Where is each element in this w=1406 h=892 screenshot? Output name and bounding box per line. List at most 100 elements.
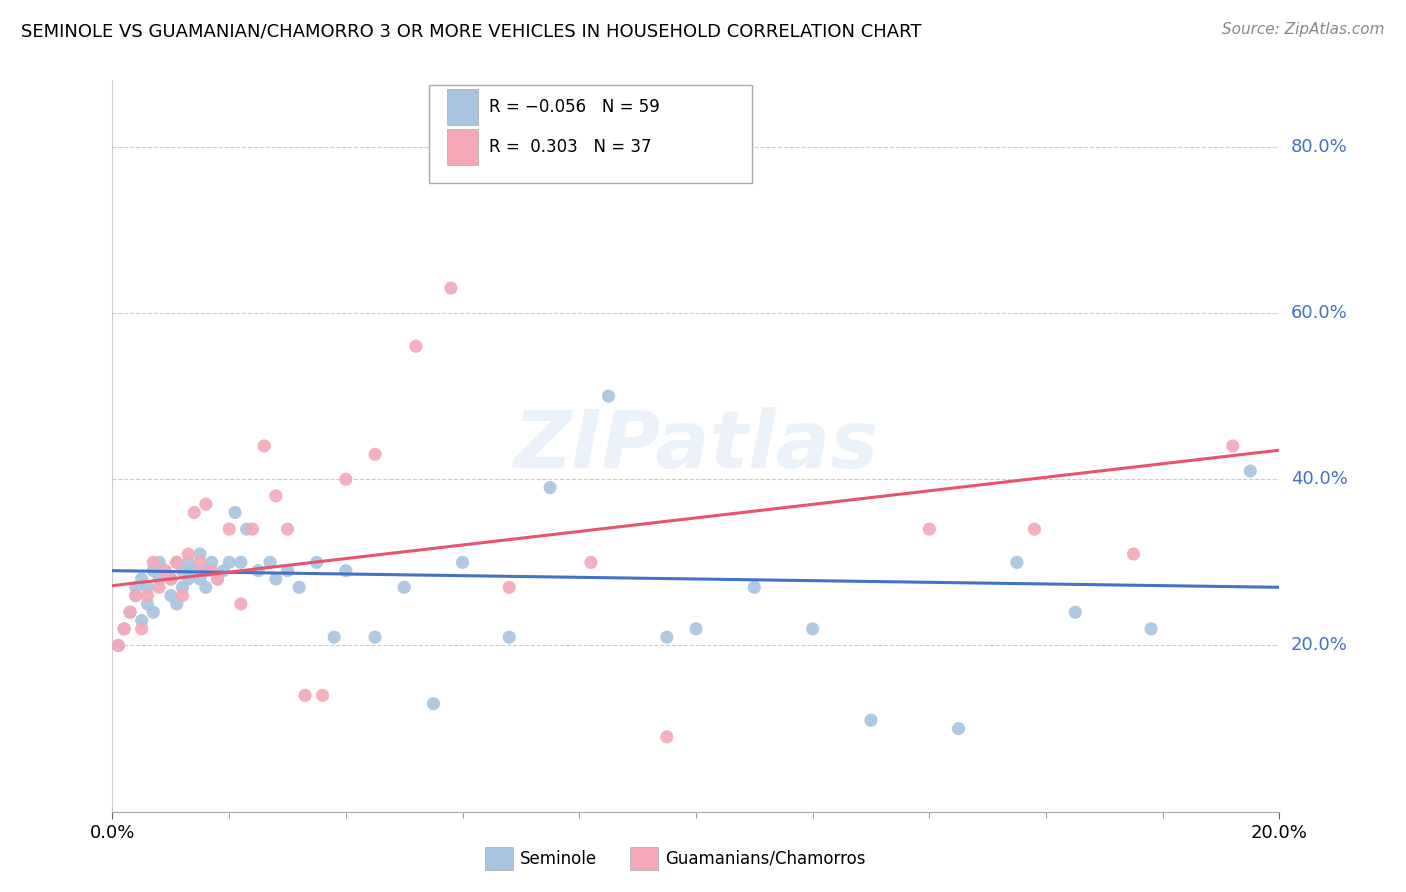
Point	[125, 589, 148, 603]
Text: Source: ZipAtlas.com: Source: ZipAtlas.com	[1222, 22, 1385, 37]
Point	[538, 481, 561, 495]
Point	[166, 555, 188, 569]
Point	[1024, 522, 1046, 536]
Point	[172, 580, 194, 594]
Point	[259, 555, 281, 569]
Point	[148, 572, 170, 586]
Point	[107, 639, 129, 653]
Point	[207, 572, 229, 586]
Point	[194, 497, 217, 511]
Point	[160, 572, 183, 586]
Point	[498, 580, 520, 594]
Point	[142, 555, 165, 569]
Text: Seminole: Seminole	[520, 850, 598, 868]
Point	[166, 555, 188, 569]
Point	[148, 555, 170, 569]
Point	[422, 697, 444, 711]
Text: ZIPatlas: ZIPatlas	[513, 407, 879, 485]
Point	[242, 522, 264, 536]
Point	[264, 489, 287, 503]
Point	[142, 605, 165, 619]
Point	[235, 522, 257, 536]
Point	[948, 722, 970, 736]
Point	[131, 614, 153, 628]
Point	[131, 622, 153, 636]
Point	[276, 522, 298, 536]
Point	[229, 555, 252, 569]
Point	[188, 572, 211, 586]
Point	[136, 589, 159, 603]
Point	[364, 447, 387, 461]
Text: Guamanians/Chamorros: Guamanians/Chamorros	[665, 850, 866, 868]
Point	[742, 580, 765, 594]
Point	[451, 555, 474, 569]
Point	[218, 555, 240, 569]
Point	[305, 555, 328, 569]
Point	[153, 564, 176, 578]
Point	[685, 622, 707, 636]
Point	[655, 730, 678, 744]
Point	[194, 564, 217, 578]
Point	[136, 597, 159, 611]
Point	[276, 564, 298, 578]
Point	[177, 555, 200, 569]
Point	[118, 605, 141, 619]
Point	[148, 580, 170, 594]
Point	[1239, 464, 1261, 478]
Text: 20.0%: 20.0%	[1291, 637, 1347, 655]
Text: R =  0.303   N = 37: R = 0.303 N = 37	[489, 138, 652, 156]
Point	[172, 589, 194, 603]
Point	[207, 572, 229, 586]
Text: SEMINOLE VS GUAMANIAN/CHAMORRO 3 OR MORE VEHICLES IN HOUSEHOLD CORRELATION CHART: SEMINOLE VS GUAMANIAN/CHAMORRO 3 OR MORE…	[21, 22, 921, 40]
Point	[125, 580, 148, 594]
Point	[160, 572, 183, 586]
Point	[655, 630, 678, 644]
Point	[335, 564, 357, 578]
Point	[253, 439, 276, 453]
Point	[918, 522, 941, 536]
Text: 60.0%: 60.0%	[1291, 304, 1347, 322]
Point	[294, 689, 316, 703]
Point	[142, 564, 165, 578]
Point	[166, 597, 188, 611]
Point	[188, 555, 211, 569]
Point	[183, 564, 205, 578]
Text: R = −0.056   N = 59: R = −0.056 N = 59	[489, 98, 659, 116]
Point	[364, 630, 387, 644]
Point	[405, 339, 427, 353]
Point	[859, 714, 883, 728]
Point	[183, 506, 205, 520]
Text: 80.0%: 80.0%	[1291, 137, 1347, 156]
Point	[172, 564, 194, 578]
Point	[1140, 622, 1163, 636]
Point	[288, 580, 311, 594]
Point	[218, 522, 240, 536]
Point	[201, 564, 224, 578]
Point	[1005, 555, 1028, 569]
Point	[1122, 547, 1144, 561]
Point	[131, 572, 153, 586]
Point	[579, 555, 602, 569]
Point	[212, 564, 235, 578]
Point	[1064, 605, 1087, 619]
Point	[177, 547, 200, 561]
Point	[323, 630, 346, 644]
Point	[118, 605, 141, 619]
Point	[224, 506, 246, 520]
Point	[392, 580, 416, 594]
Point	[177, 572, 200, 586]
Point	[247, 564, 270, 578]
Point	[335, 472, 357, 486]
Point	[194, 580, 217, 594]
Point	[598, 389, 620, 403]
Point	[112, 622, 135, 636]
Point	[153, 564, 176, 578]
Point	[1222, 439, 1244, 453]
Point	[498, 630, 520, 644]
Point	[440, 281, 463, 295]
Point	[229, 597, 252, 611]
Point	[125, 589, 148, 603]
Text: 40.0%: 40.0%	[1291, 470, 1347, 488]
Point	[311, 689, 333, 703]
Point	[801, 622, 824, 636]
